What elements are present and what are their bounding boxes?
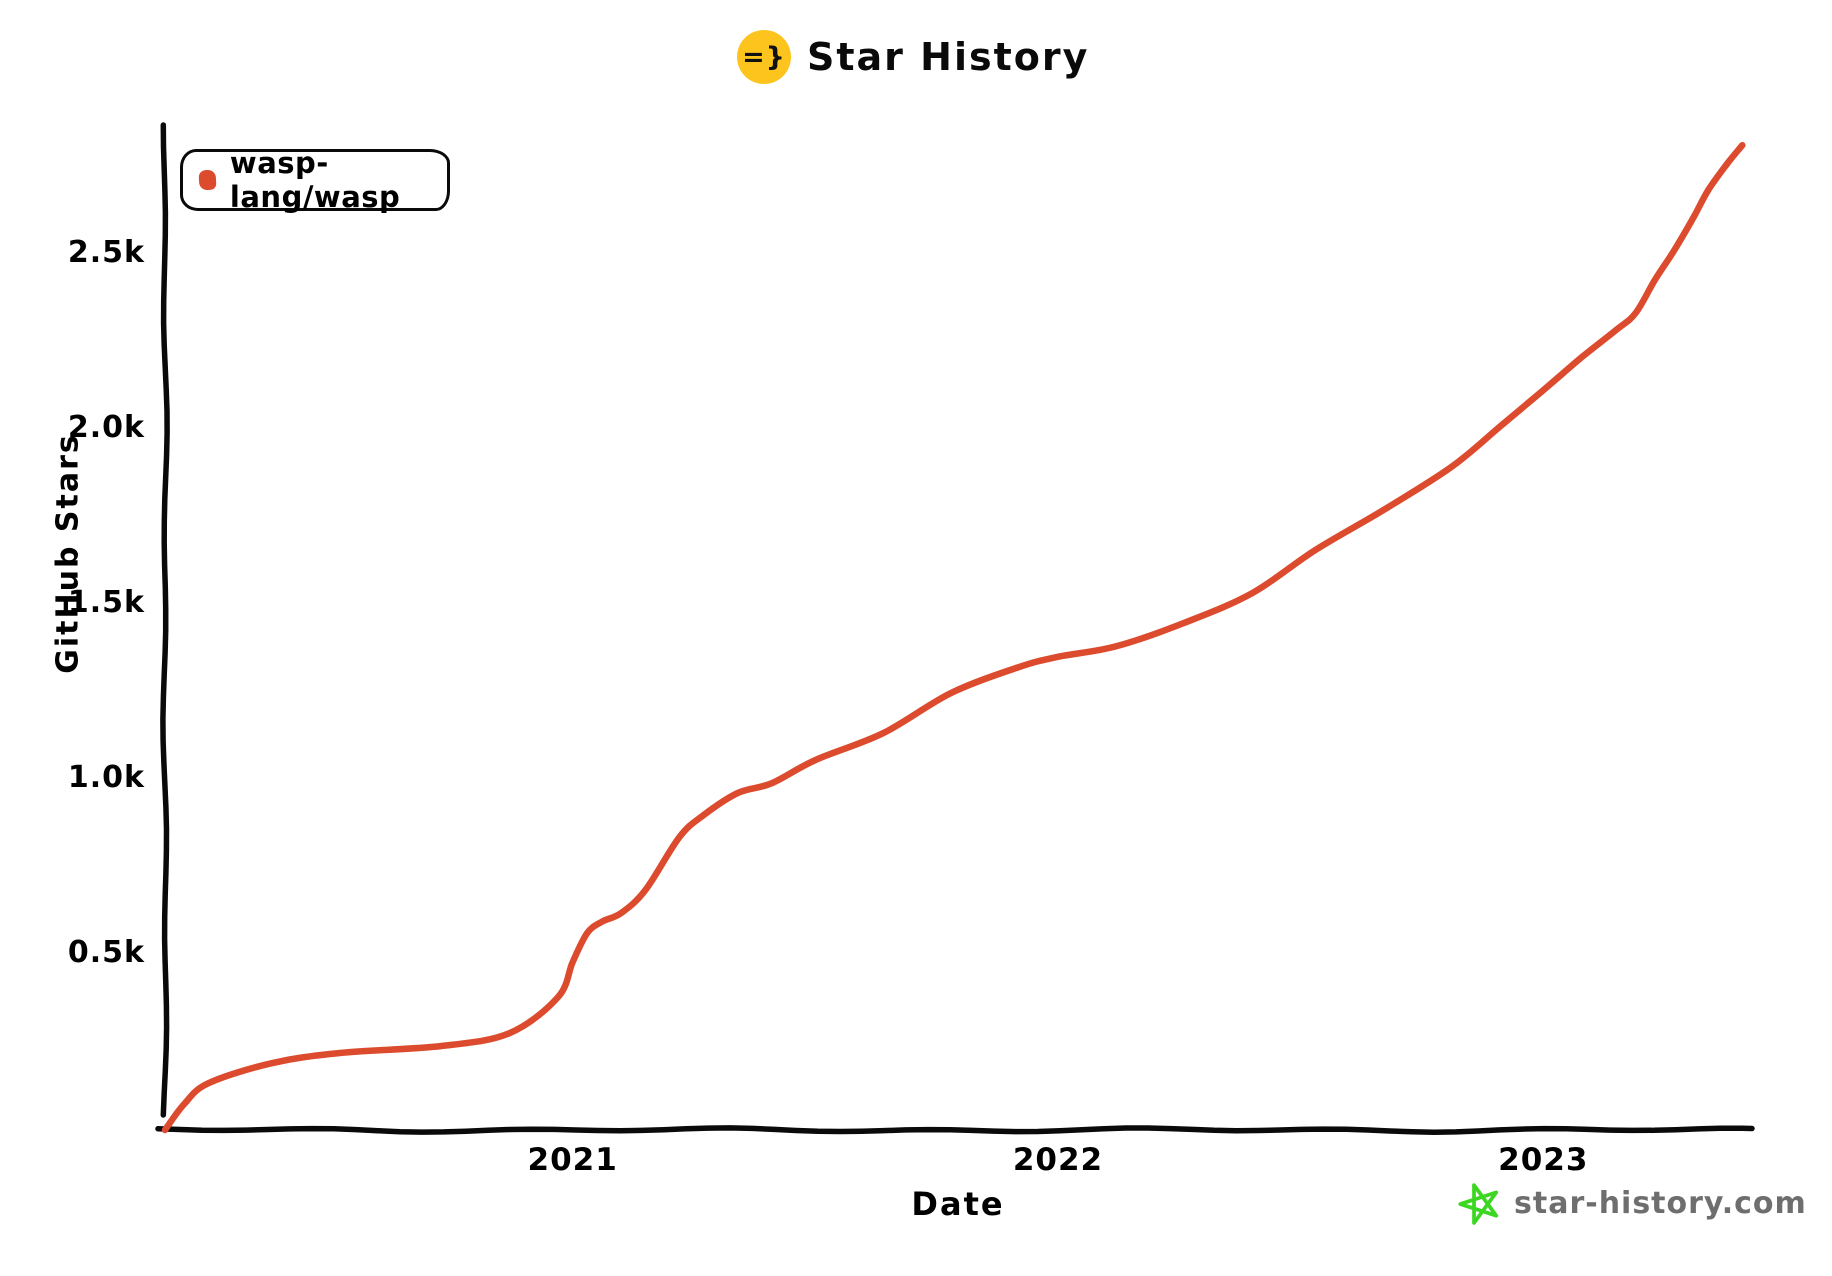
- watermark: star-history.com: [1458, 1180, 1807, 1226]
- y-tick-label: 0.5k: [67, 935, 145, 971]
- watermark-star-icon: [1458, 1183, 1499, 1225]
- y-tick-label: 2.5k: [67, 235, 145, 271]
- title-row: =} Star History: [737, 30, 1089, 84]
- y-tick-label: 2.0k: [67, 410, 145, 446]
- page-title: Star History: [807, 35, 1090, 79]
- series-line-wasp-lang/wasp: [161, 141, 1746, 1134]
- y-axis-line: [160, 122, 170, 1118]
- x-tick-label: 2021: [527, 1142, 618, 1178]
- x-tick-label: 2022: [1012, 1142, 1104, 1178]
- x-axis-line: [155, 1125, 1755, 1135]
- legend-box: wasp-lang/wasp: [180, 146, 450, 214]
- x-tick-label: 2023: [1498, 1142, 1589, 1178]
- watermark-text: star-history.com: [1514, 1185, 1807, 1221]
- y-tick-label: 1.0k: [67, 760, 145, 796]
- legend-series-marker-icon: [198, 169, 217, 191]
- y-tick-label: 1.5k: [67, 585, 145, 621]
- legend-series-label: wasp-lang/wasp: [229, 146, 401, 214]
- star-history-logo-icon: =}: [737, 30, 791, 84]
- y-axis-title: GitHub Stars: [50, 433, 86, 674]
- x-axis-title: Date: [911, 1185, 1005, 1223]
